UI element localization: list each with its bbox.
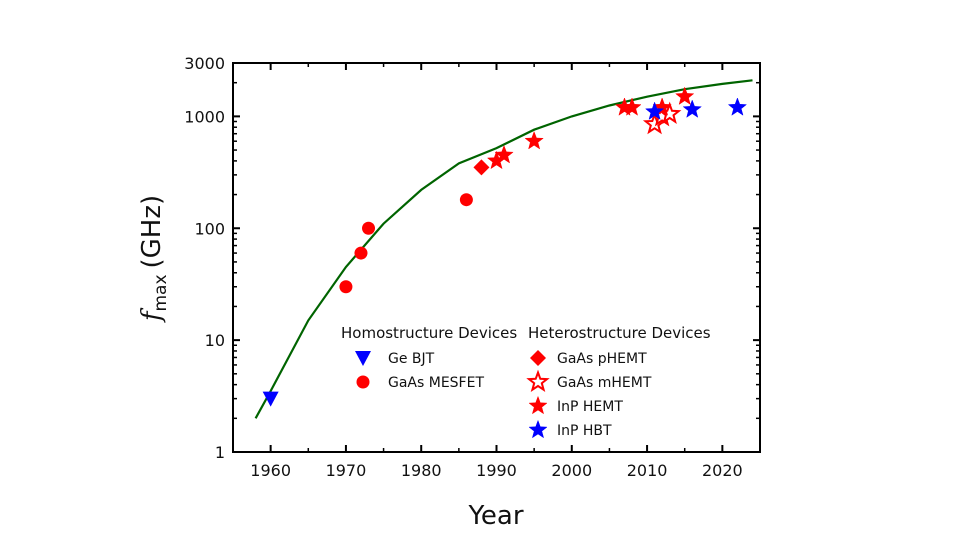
legend-label: Ge BJT	[388, 351, 435, 367]
data-point-gaas-mesfet	[459, 193, 473, 207]
legend-marker-inp-hbt	[528, 419, 548, 439]
y-tick-label: 1	[215, 443, 225, 462]
y-tick-label: 10	[205, 331, 225, 350]
data-point-inp-hemt	[675, 86, 695, 105]
x-tick-label: 1960	[250, 461, 291, 480]
data-point-inp-hbt	[727, 97, 748, 116]
y-tick-label: 100	[194, 219, 225, 238]
y-tick-label: 1000	[184, 107, 225, 126]
data-point-gaas-mesfet	[339, 280, 353, 294]
x-tick-label: 2020	[702, 461, 743, 480]
x-tick-label: 2000	[551, 461, 592, 480]
x-tick-label: 1990	[476, 461, 517, 480]
x-tick-label: 2010	[627, 461, 668, 480]
legend-marker-gaas-mhemt	[526, 369, 550, 393]
plot-area	[254, 79, 753, 419]
legend-group-title: Heterostructure Devices	[528, 324, 711, 342]
axes-frame	[232, 62, 761, 453]
data-point-inp-hbt	[644, 101, 665, 120]
x-tick-label: 1970	[326, 461, 367, 480]
legend-label: InP HEMT	[557, 399, 623, 415]
data-point-inp-hemt	[494, 144, 514, 164]
data-point-inp-hemt	[622, 97, 642, 116]
y-axis-label-sub: max	[151, 274, 171, 311]
data-point-inp-hemt	[524, 130, 544, 150]
data-point-ge-bjt	[262, 391, 279, 407]
legend-label: GaAs MESFET	[388, 375, 484, 391]
legend-label: GaAs pHEMT	[557, 351, 647, 367]
legend-marker-ge-bjt	[355, 351, 371, 366]
legend-label: GaAs mHEMT	[557, 375, 652, 391]
axis-ticks: 1960 1970 1980 1990 2000 2010 2020 1 10 100 1000 30…	[184, 54, 761, 480]
legend: Homostructure Devices Ge BJT GaAs MESFET He…	[341, 324, 711, 439]
y-axis-label-unit: (GHz)	[137, 195, 167, 269]
legend-group-title: Homostructure Devices	[341, 324, 517, 342]
trend-line	[254, 79, 753, 419]
data-point-gaas-phemt	[473, 159, 490, 176]
legend-marker-inp-hemt	[528, 395, 548, 415]
x-axis-label: Year	[467, 501, 523, 531]
data-point-gaas-mesfet	[362, 221, 376, 235]
y-tick-label: 3000	[184, 54, 225, 73]
data-point-inp-hbt	[682, 99, 702, 118]
data-point-gaas-mesfet	[354, 246, 368, 260]
x-tick-label: 1980	[401, 461, 442, 480]
y-axis-label: fmax(GHz)	[137, 195, 171, 323]
legend-marker-gaas-phemt	[530, 350, 546, 366]
legend-marker-gaas-mesfet	[356, 375, 370, 389]
legend-label: InP HBT	[557, 423, 612, 439]
